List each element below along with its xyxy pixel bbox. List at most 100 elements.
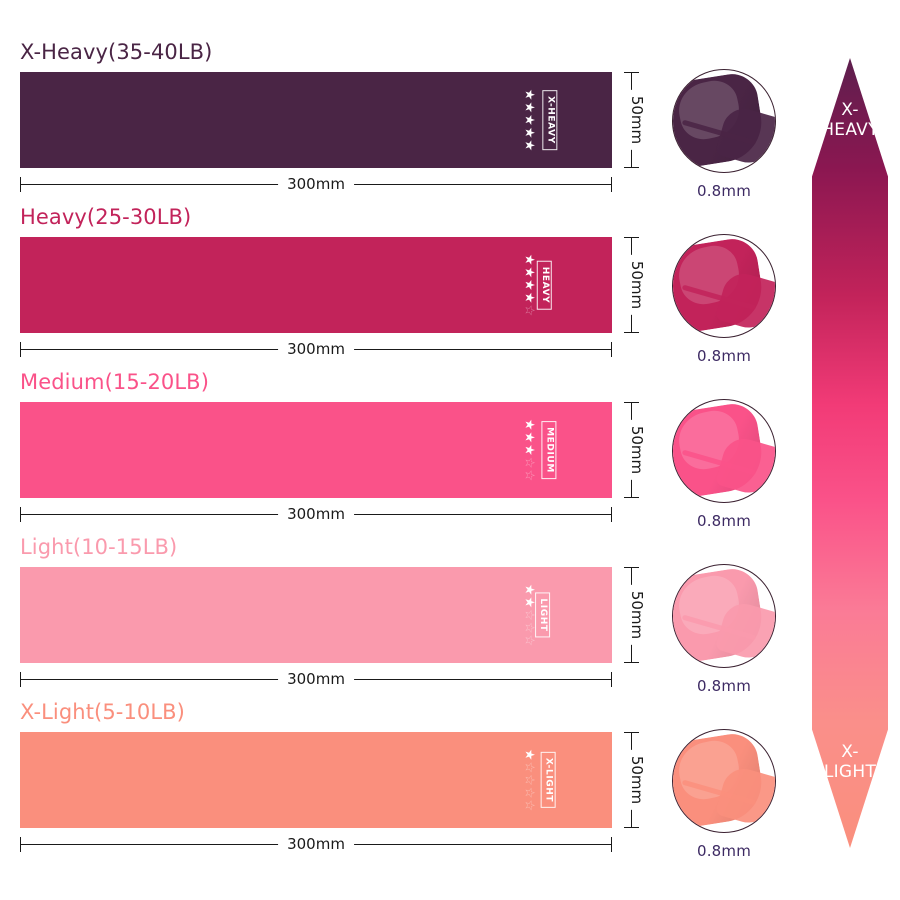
dimension-tick-left (20, 837, 22, 852)
dimension-tick-left (20, 342, 22, 357)
band-fold-closeup-image (672, 69, 776, 173)
star-filled-icon: ★ (521, 444, 537, 456)
band-printed-marking: ★ ★ ★ ★ ☆ HEAVY (486, 237, 596, 333)
dimension-tick-top (624, 567, 639, 569)
width-dimension-label: 50mm (628, 749, 646, 811)
star-filled-icon: ★ (521, 266, 537, 279)
star-filled-icon: ★ (521, 253, 537, 266)
resistance-scale-arrow: X- HEAVY X- LIGHT (812, 58, 888, 848)
star-empty-icon: ☆ (521, 456, 537, 469)
thickness-label: 0.8mm (696, 512, 752, 530)
band-printed-marking: ★ ☆ ☆ ☆ ☆ X-LIGHT (486, 732, 596, 828)
thickness-label: 0.8mm (696, 842, 752, 860)
thickness-label: 0.8mm (696, 182, 752, 200)
thickness-detail-inset: 0.8mm (672, 399, 776, 530)
band-grade-badge: HEAVY (536, 260, 552, 310)
band-strip: ★ ★ ★ ★ ☆ HEAVY (20, 237, 612, 333)
thickness-detail-inset: 0.8mm (672, 564, 776, 695)
dimension-tick-right (610, 672, 612, 687)
band-star-rating: ★ ★ ★ ★ ★ (521, 88, 537, 152)
star-filled-icon: ★ (521, 126, 537, 139)
band-title: X-Light(5-10LB) (20, 700, 185, 724)
length-dimension: 300mm (20, 669, 612, 691)
band-fold-closeup-image (672, 234, 776, 338)
band-printed-marking: ★ ★ ★ ★ ★ X-HEAVY (486, 72, 596, 168)
width-dimension: 50mm (622, 732, 652, 828)
star-empty-icon: ☆ (521, 786, 537, 799)
band-star-rating: ★ ☆ ☆ ☆ ☆ (521, 749, 537, 811)
band-strip: ★ ☆ ☆ ☆ ☆ X-LIGHT (20, 732, 612, 828)
length-dimension: 300mm (20, 834, 612, 856)
band-grade-badge: X-HEAVY (542, 90, 558, 150)
star-filled-icon: ★ (521, 101, 537, 114)
arrow-top-label-line2: HEAVY (821, 120, 879, 140)
thickness-detail-inset: 0.8mm (672, 729, 776, 860)
star-filled-icon: ★ (521, 418, 537, 431)
dimension-tick-top (624, 237, 639, 239)
thickness-detail-inset: 0.8mm (672, 69, 776, 200)
band-printed-marking: ★ ★ ☆ ☆ ☆ LIGHT (486, 567, 596, 663)
dimension-tick-left (20, 507, 22, 522)
arrow-top-label-line1: X- (841, 100, 859, 120)
star-empty-icon: ☆ (521, 634, 537, 647)
dimension-tick-top (624, 72, 639, 74)
star-empty-icon: ☆ (521, 774, 537, 786)
thickness-label: 0.8mm (696, 347, 752, 365)
band-printed-marking: ★ ★ ★ ☆ ☆ MEDIUM (486, 402, 596, 498)
band-title: Heavy(25-30LB) (20, 205, 192, 229)
star-empty-icon: ☆ (521, 609, 537, 621)
band-grade-badge: X-LIGHT (540, 751, 556, 809)
dimension-tick-top (624, 402, 639, 404)
width-dimension: 50mm (622, 567, 652, 663)
dimension-tick-bottom (624, 496, 639, 498)
arrow-bottom-label-line2: LIGHT (823, 762, 877, 782)
length-dimension: 300mm (20, 504, 612, 526)
star-filled-icon: ★ (521, 279, 537, 291)
star-filled-icon: ★ (521, 139, 537, 152)
star-filled-icon: ★ (521, 114, 537, 126)
band-strip: ★ ★ ★ ★ ★ X-HEAVY (20, 72, 612, 168)
width-dimension: 50mm (622, 237, 652, 333)
dimension-tick-bottom (624, 331, 639, 333)
arrow-bottom-label-line1: X- (841, 742, 859, 762)
arrow-gradient-shaft (812, 58, 888, 848)
band-star-rating: ★ ★ ☆ ☆ ☆ (521, 583, 537, 647)
thickness-label: 0.8mm (696, 677, 752, 695)
dimension-tick-left (20, 672, 22, 687)
dimension-tick-right (610, 342, 612, 357)
arrow-bottom-label: X- LIGHT (812, 742, 888, 782)
star-filled-icon: ★ (521, 583, 537, 596)
dimension-tick-right (610, 507, 612, 522)
width-dimension-label: 50mm (628, 89, 646, 151)
star-filled-icon: ★ (521, 596, 537, 609)
dimension-tick-top (624, 732, 639, 734)
star-empty-icon: ☆ (521, 304, 537, 317)
width-dimension-label: 50mm (628, 419, 646, 481)
band-grade-badge: MEDIUM (541, 421, 557, 479)
band-fold-closeup-image (672, 564, 776, 668)
length-dimension-label: 300mm (278, 504, 354, 525)
width-dimension-label: 50mm (628, 584, 646, 646)
length-dimension: 300mm (20, 174, 612, 196)
band-title: Medium(15-20LB) (20, 370, 209, 394)
dimension-tick-bottom (624, 166, 639, 168)
length-dimension-label: 300mm (278, 669, 354, 690)
band-fold-closeup-image (672, 729, 776, 833)
length-dimension: 300mm (20, 339, 612, 361)
band-title: Light(10-15LB) (20, 535, 178, 559)
star-empty-icon: ☆ (521, 761, 537, 774)
star-filled-icon: ★ (521, 431, 537, 444)
dimension-tick-bottom (624, 661, 639, 663)
length-dimension-label: 300mm (278, 174, 354, 195)
star-filled-icon: ★ (521, 291, 537, 304)
star-empty-icon: ☆ (521, 621, 537, 634)
star-filled-icon: ★ (521, 88, 537, 101)
band-title: X-Heavy(35-40LB) (20, 40, 213, 64)
star-empty-icon: ☆ (521, 469, 537, 482)
band-strip: ★ ★ ★ ☆ ☆ MEDIUM (20, 402, 612, 498)
dimension-tick-bottom (624, 826, 639, 828)
width-dimension-label: 50mm (628, 254, 646, 316)
band-grade-badge: LIGHT (535, 592, 551, 638)
length-dimension-label: 300mm (278, 339, 354, 360)
